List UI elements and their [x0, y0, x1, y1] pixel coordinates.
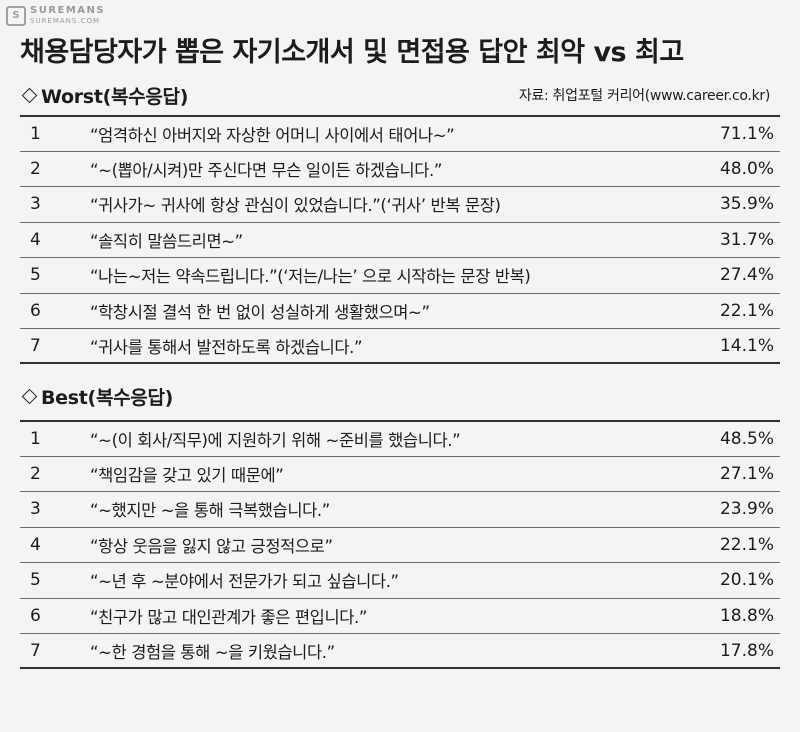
percentage: 35.9% — [719, 194, 774, 215]
rank-cell: 3 — [30, 499, 41, 520]
worst-section-header: Worst(복수응답) 자료: 취업포털 커리어(www.career.co.k… — [20, 82, 780, 108]
answer-text: “~년 후 ~분야에서 전문가가 되고 싶습니다.” — [90, 572, 399, 592]
rank-cell: 7 — [30, 640, 41, 661]
source-credit: 자료: 취업포털 커리어(www.career.co.kr) — [518, 88, 770, 104]
table-row: 1 “~(이 회사/직무)에 지원하기 위해 ~준비를 했습니다.” 48.5% — [20, 420, 780, 456]
table-row: 7 “귀사를 통해서 발전하도록 하겠습니다.” 14.1% — [20, 328, 780, 364]
table-row: 7 “~한 경험을 통해 ~을 키웠습니다.” 17.8% — [20, 633, 780, 669]
table-row: 5 “~년 후 ~분야에서 전문가가 되고 싶습니다.” 20.1% — [20, 562, 780, 598]
percentage: 18.8% — [719, 605, 774, 626]
table-row: 1 “엄격하신 아버지와 자상한 어머니 사이에서 태어나~” 71.1% — [20, 115, 780, 151]
percentage: 71.1% — [719, 123, 774, 144]
percentage: 48.5% — [719, 428, 774, 449]
answer-text: “학창시절 결석 한 번 없이 성실하게 생활했으며~” — [90, 302, 430, 322]
table-row: 4 “항상 웃음을 잃지 않고 긍정적으로” 22.1% — [20, 526, 780, 563]
percentage: 48.0% — [719, 158, 774, 179]
answer-text: “~한 경험을 통해 ~을 키웠습니다.” — [90, 642, 335, 662]
table-row: 3 “~했지만 ~을 통해 극복했습니다.” 23.9% — [20, 491, 780, 527]
rank-cell: 2 — [30, 463, 41, 484]
percentage: 31.7% — [719, 229, 774, 250]
rank-cell: 3 — [30, 194, 41, 215]
answer-text: “나는~저는 약속드립니다.”(‘저는/나는’ 으로 시작하는 문장 반복) — [90, 267, 531, 287]
worst-heading: Worst(복수응답) — [41, 85, 189, 108]
answer-text: “귀사가~ 귀사에 항상 관심이 있었습니다.”(‘귀사’ 반복 문장) — [90, 196, 501, 216]
percentage: 27.1% — [719, 463, 774, 484]
percentage: 17.8% — [719, 640, 774, 661]
best-table: 1 “~(이 회사/직무)에 지원하기 위해 ~준비를 했습니다.” 48.5% 2 “… — [20, 420, 780, 669]
rank-cell: 5 — [30, 265, 41, 286]
answer-text: “~(이 회사/직무)에 지원하기 위해 ~준비를 했습니다.” — [90, 430, 461, 450]
rank-cell: 6 — [30, 300, 41, 321]
answer-text: “친구가 많고 대인관계가 좋은 편입니다.” — [90, 607, 368, 627]
diamond-icon — [21, 87, 38, 103]
page-title: 채용담당자가 뽑은 자기소개서 및 면접용 답안 최악 vs 최고 — [20, 37, 684, 68]
table-row: 2 “책임감을 갖고 있기 때문에” 27.1% — [20, 455, 780, 492]
rank-cell: 6 — [30, 605, 41, 626]
rank-cell: 5 — [30, 570, 41, 591]
percentage: 14.1% — [719, 335, 774, 356]
worst-table: 1 “엄격하신 아버지와 자상한 어머니 사이에서 태어나~” 71.1% 2 “~(뽑… — [20, 115, 780, 364]
rank-cell: 1 — [30, 428, 41, 449]
answer-text: “솔직히 말씀드리면~” — [90, 231, 243, 251]
table-row: 5 “나는~저는 약속드립니다.”(‘저는/나는’ 으로 시작하는 문장 반복) 2… — [20, 257, 780, 293]
answer-text: “~(뽑아/시켜)만 주신다면 무슨 일이든 하겠습니다.” — [90, 160, 442, 180]
watermark-url: SUREMANS.COM — [30, 17, 101, 25]
rank-cell: 7 — [30, 335, 41, 356]
rank-cell: 1 — [30, 123, 41, 144]
best-heading: Best(복수응답) — [41, 386, 174, 409]
table-row: 2 “~(뽑아/시켜)만 주신다면 무슨 일이든 하겠습니다.” 48.0% — [20, 150, 780, 187]
rank-cell: 2 — [30, 158, 41, 179]
percentage: 27.4% — [719, 265, 774, 286]
table-row: 6 “친구가 많고 대인관계가 좋은 편입니다.” 18.8% — [20, 597, 780, 634]
percentage: 22.1% — [719, 300, 774, 321]
table-row: 4 “솔직히 말씀드리면~” 31.7% — [20, 221, 780, 258]
best-section-header: Best(복수응답) — [20, 383, 780, 409]
table-row: 3 “귀사가~ 귀사에 항상 관심이 있었습니다.”(‘귀사’ 반복 문장) 35.… — [20, 186, 780, 222]
answer-text: “귀사를 통해서 발전하도록 하겠습니다.” — [90, 337, 363, 357]
answer-text: “엄격하신 아버지와 자상한 어머니 사이에서 태어나~” — [90, 125, 455, 145]
rank-cell: 4 — [30, 229, 41, 250]
answer-text: “항상 웃음을 잃지 않고 긍정적으로” — [90, 536, 333, 556]
rank-cell: 4 — [30, 534, 41, 555]
table-row: 6 “학창시절 결석 한 번 없이 성실하게 생활했으며~” 22.1% — [20, 292, 780, 329]
answer-text: “책임감을 갖고 있기 때문에” — [90, 465, 284, 485]
percentage: 22.1% — [719, 534, 774, 555]
percentage: 23.9% — [719, 499, 774, 520]
diamond-icon — [21, 388, 38, 404]
answer-text: “~했지만 ~을 통해 극복했습니다.” — [90, 501, 330, 521]
watermark: S SUREMANS SUREMANS.COM — [6, 6, 105, 26]
watermark-logo-icon: S — [6, 6, 26, 26]
percentage: 20.1% — [719, 570, 774, 591]
watermark-name: SUREMANS — [30, 5, 106, 16]
